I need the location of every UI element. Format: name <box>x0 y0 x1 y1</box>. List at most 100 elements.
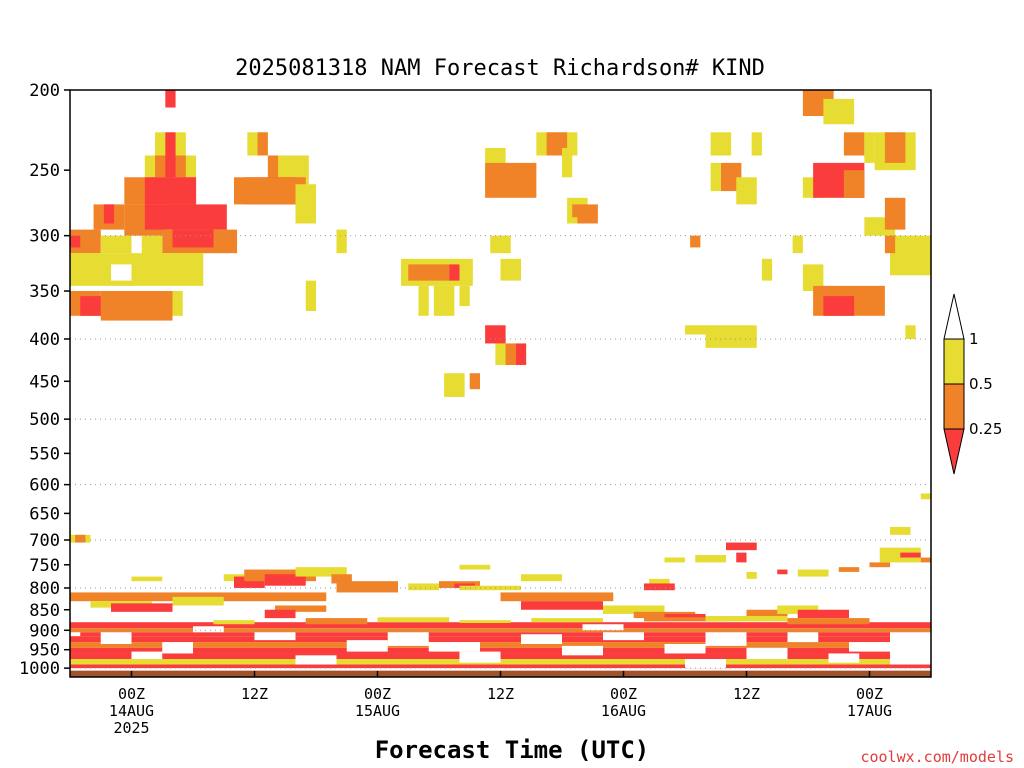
ri-cell <box>295 184 316 224</box>
ri-cell <box>577 204 598 224</box>
y-tick-label: 600 <box>29 476 60 496</box>
ri-gap <box>582 624 624 631</box>
ri-cell <box>75 534 86 543</box>
ri-cell <box>331 574 352 584</box>
ri-cell <box>408 583 439 591</box>
ri-cell <box>275 605 327 612</box>
y-tick-label: 900 <box>29 621 60 641</box>
ri-cell <box>103 204 115 224</box>
ri-gap <box>254 632 296 641</box>
credit-text: coolwx.com/models <box>860 748 1014 766</box>
ri-cell <box>234 177 306 205</box>
ri-cell <box>165 132 176 156</box>
ri-cell <box>213 620 255 625</box>
ri-gap <box>705 632 747 646</box>
ri-cell <box>705 334 757 348</box>
ri-cell <box>864 132 875 163</box>
ri-gap <box>828 653 860 663</box>
x-tick-label: 00Z <box>856 685 883 703</box>
ri-cells <box>70 90 931 669</box>
ri-gap <box>346 640 388 652</box>
ri-cell <box>459 285 470 307</box>
y-tick-label: 850 <box>29 601 60 621</box>
ri-cell <box>449 264 460 281</box>
ri-cell <box>70 664 931 669</box>
ri-cell <box>377 617 450 623</box>
ri-cell <box>500 258 521 281</box>
x-tick-label: 17AUG <box>847 702 892 720</box>
ri-cell <box>890 235 931 276</box>
y-tick-label: 750 <box>29 556 60 576</box>
ri-cell <box>131 576 163 582</box>
y-tick-label: 500 <box>29 410 60 430</box>
ri-cell <box>234 576 265 588</box>
ri-cell <box>884 235 896 254</box>
ri-cell <box>736 177 757 205</box>
ri-gap <box>387 632 429 646</box>
ri-cell <box>695 555 726 563</box>
y-tick-label: 1000 <box>19 659 60 679</box>
ri-cell <box>172 229 214 248</box>
ri-cell <box>459 564 491 570</box>
y-tick-label: 800 <box>29 579 60 599</box>
ri-cell <box>710 162 721 192</box>
y-axis: 200 250 300 350 400 450 500 550 600 650 700 750 8008… <box>19 81 70 679</box>
ri-cell <box>920 557 931 563</box>
ri-cell <box>644 583 675 591</box>
ri-cell <box>905 325 916 339</box>
ri-cell <box>705 616 788 622</box>
colorbar: 1 0.5 0.25 <box>943 293 1002 475</box>
ri-cell <box>336 581 398 593</box>
x-tick-label: 12Z <box>241 685 268 703</box>
ri-cell <box>257 132 268 156</box>
ri-cell <box>111 603 173 612</box>
ri-cell <box>787 618 870 625</box>
x-tick-label: 2025 <box>113 719 149 737</box>
ri-gap <box>890 632 931 665</box>
ri-cell <box>459 620 511 624</box>
ri-gap <box>100 632 132 644</box>
ri-gap <box>746 647 788 660</box>
ri-cell <box>500 592 614 602</box>
ri-cell <box>144 177 197 205</box>
colorbar-top-triangle <box>943 293 965 340</box>
ri-cell <box>305 618 368 625</box>
y-tick-label: 300 <box>29 227 60 247</box>
y-tick-label: 350 <box>29 282 60 302</box>
x-tick-label: 16AUG <box>601 702 646 720</box>
colorbar-label: 1 <box>969 330 979 348</box>
ri-cell <box>485 162 537 198</box>
colorbar-label: 0.5 <box>969 375 993 393</box>
ri-cell <box>295 567 316 577</box>
ri-cell <box>664 613 706 621</box>
ri-cell <box>649 578 670 586</box>
y-tick-label: 700 <box>29 531 60 551</box>
ri-cell <box>70 622 931 629</box>
ri-cell <box>920 493 931 500</box>
ri-cell <box>165 155 176 178</box>
ri-cell <box>797 609 849 619</box>
ri-gap <box>787 632 819 643</box>
ri-cell <box>736 552 747 563</box>
ri-cell <box>100 235 132 254</box>
ri-cell <box>111 264 132 281</box>
ri-cell <box>603 605 665 614</box>
ri-cell <box>336 229 347 254</box>
ri-cell <box>305 280 316 311</box>
grid-lines <box>70 235 931 669</box>
ri-gap <box>131 651 163 660</box>
ri-cell <box>144 204 227 230</box>
x-tick-label: 12Z <box>487 685 514 703</box>
ri-cell <box>869 562 890 568</box>
ri-cell <box>843 170 865 198</box>
ri-cell <box>792 235 803 254</box>
ri-cell <box>813 90 824 108</box>
ri-gap <box>162 642 193 654</box>
ri-cell <box>777 605 819 614</box>
ri-cell <box>172 596 224 606</box>
colorbar-bottom-triangle <box>943 428 965 475</box>
ri-cell <box>664 557 685 563</box>
x-tick-label: 15AUG <box>355 702 400 720</box>
y-tick-label: 650 <box>29 504 60 524</box>
ri-cell <box>797 569 829 577</box>
